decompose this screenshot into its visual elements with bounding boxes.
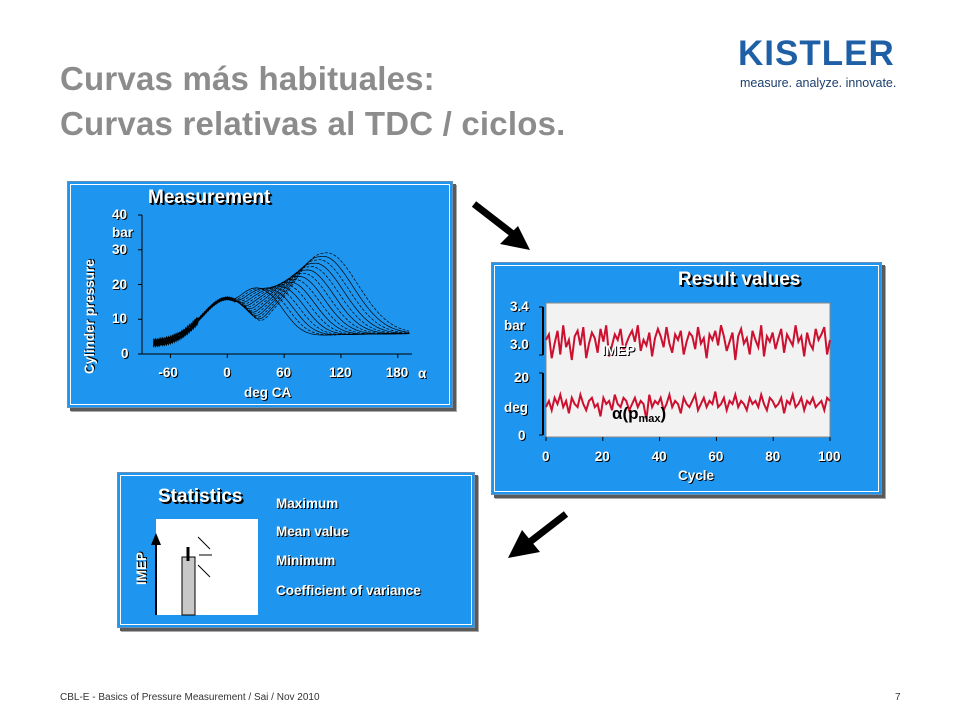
measurement-yunit: bar — [112, 225, 134, 240]
logo-brand: KISTLER — [738, 34, 895, 73]
alpha-pmax-main: α(p — [612, 404, 639, 423]
measurement-x-tick-label: 60 — [276, 365, 292, 380]
title-line-1: Curvas más habituales: — [60, 60, 435, 97]
pressure-curve — [153, 287, 410, 348]
pressure-curve — [153, 287, 410, 347]
panel-border — [494, 265, 879, 492]
pressure-curve — [153, 269, 410, 348]
result-x-tick-label: 100 — [818, 449, 841, 464]
max-pointer — [197, 536, 211, 550]
alpha-pmax-sub: max — [638, 413, 661, 425]
measurement-plot — [138, 214, 412, 358]
result-x-tick-label: 40 — [651, 449, 667, 464]
result-y-lower-tick-bottom: 0 — [518, 428, 526, 443]
result-xlabel: Cycle — [678, 468, 715, 483]
min-pointer — [197, 564, 211, 578]
measurement-x-tick-label: -60 — [158, 365, 178, 380]
result-x-tick-label: 0 — [542, 449, 550, 464]
result-values-panel: Result values 3.4 bar 3.0 20 deg 0 0 20 40… — [491, 262, 882, 495]
result-y-lower-unit: deg — [504, 400, 529, 415]
statistics-panel: Statistics IMEP Maximum Mean value Minim… — [117, 472, 475, 628]
stat-minimum: Minimum — [276, 553, 336, 568]
title-line-2: Curvas relativas al TDC / ciclos. — [60, 105, 566, 142]
alpha-pmax-series-label: α(pmax) — [612, 404, 666, 425]
measurement-alpha-symbol: α — [418, 366, 427, 381]
result-title: Result values — [678, 269, 801, 290]
page-number: 7 — [895, 692, 901, 703]
axis-arrow-up-icon — [151, 533, 161, 545]
measurement-title: Measurement — [148, 187, 271, 208]
result-plot-area — [545, 302, 831, 438]
measurement-xlabel: deg CA — [244, 385, 292, 400]
result-y-upper-tick-bottom: 3.0 — [510, 337, 529, 352]
measurement-y-tick-label: 0 — [121, 346, 129, 361]
measurement-panel: Measurement Cylinder pressure bar deg CA… — [67, 181, 453, 408]
slide-footer: CBL-E - Basics of Pressure Measurement /… — [60, 692, 320, 703]
arrow-down-left-icon — [508, 511, 569, 558]
pressure-curve — [153, 281, 410, 348]
slide-title: Curvas más habituales: Curvas relativas … — [60, 56, 566, 146]
stat-mean-value: Mean value — [276, 524, 349, 539]
statistics-title: Statistics — [158, 486, 243, 507]
pressure-curve — [153, 255, 410, 347]
result-x-tick-label: 60 — [708, 449, 724, 464]
measurement-x-tick-label: 120 — [328, 365, 352, 380]
pressure-curve — [153, 283, 410, 348]
imep-series-line — [545, 325, 831, 361]
alpha-pmax-close: ) — [660, 404, 667, 423]
measurement-x-tick-label: 180 — [385, 365, 409, 380]
statistics-figure — [151, 519, 258, 616]
statistics-plot-area — [156, 519, 258, 615]
kistler-logo: KISTLER measure. analyze. innovate. — [738, 36, 908, 92]
result-y-upper-tick-top: 3.4 — [510, 299, 529, 314]
pressure-curve — [153, 259, 410, 348]
stat-coefficient-of-variance: Coefficient of variance — [276, 583, 421, 598]
result-y-lower-tick-top: 20 — [514, 370, 530, 385]
pressure-curve — [153, 287, 410, 348]
pressure-curve — [153, 287, 410, 347]
imep-series-label: IMEP — [602, 343, 636, 358]
arrow-down-right-icon — [471, 201, 530, 250]
measurement-y-tick-label: 30 — [112, 241, 128, 257]
measurement-y-tick-label: 40 — [112, 207, 128, 222]
pressure-curve — [153, 252, 410, 348]
stat-maximum: Maximum — [276, 496, 339, 511]
measurement-x-tick-label: 0 — [223, 365, 231, 380]
panel-border — [120, 475, 472, 625]
result-plot — [539, 302, 831, 441]
alpha-pmax-series-line — [545, 390, 831, 420]
result-x-tick-label: 80 — [765, 449, 781, 464]
result-y-upper-unit: bar — [504, 318, 526, 333]
panel-border — [70, 184, 450, 405]
result-x-tick-label: 20 — [594, 449, 610, 464]
logo-tagline: measure. analyze. innovate. — [740, 76, 897, 90]
measurement-y-tick-label: 20 — [112, 276, 128, 292]
imep-bar — [181, 556, 196, 616]
measurement-y-tick-label: 10 — [112, 311, 128, 327]
